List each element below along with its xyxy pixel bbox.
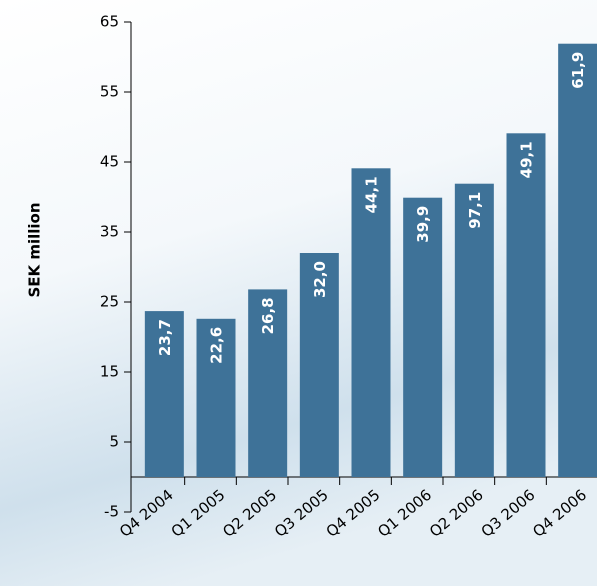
value-label: 22,6 <box>208 327 226 364</box>
y-tick-label: 35 <box>100 223 119 241</box>
value-label: 97,1 <box>466 192 484 229</box>
y-tick-label: 45 <box>100 153 119 171</box>
value-label: 39,9 <box>414 206 432 243</box>
value-label: 32,0 <box>311 261 329 298</box>
value-label: 23,7 <box>156 319 174 356</box>
bar <box>196 318 236 477</box>
y-tick-label: 25 <box>100 293 119 311</box>
value-label: 26,8 <box>259 297 277 334</box>
bar <box>506 133 546 478</box>
bar <box>248 289 288 477</box>
y-tick-label: 55 <box>100 83 119 101</box>
value-label: 61,9 <box>569 52 587 89</box>
y-tick-label: 15 <box>100 363 119 381</box>
bar <box>299 253 339 477</box>
bar <box>403 197 443 477</box>
bar <box>454 183 494 477</box>
y-tick-label: 65 <box>100 13 119 31</box>
value-label: 44,1 <box>363 176 381 213</box>
bar <box>558 43 597 477</box>
y-tick-label: -5 <box>104 503 119 521</box>
value-label: 49,1 <box>518 141 536 178</box>
bar <box>144 311 184 477</box>
y-axis-label: SEK million <box>26 202 44 297</box>
bar <box>351 168 391 478</box>
y-tick-label: 5 <box>109 433 119 451</box>
